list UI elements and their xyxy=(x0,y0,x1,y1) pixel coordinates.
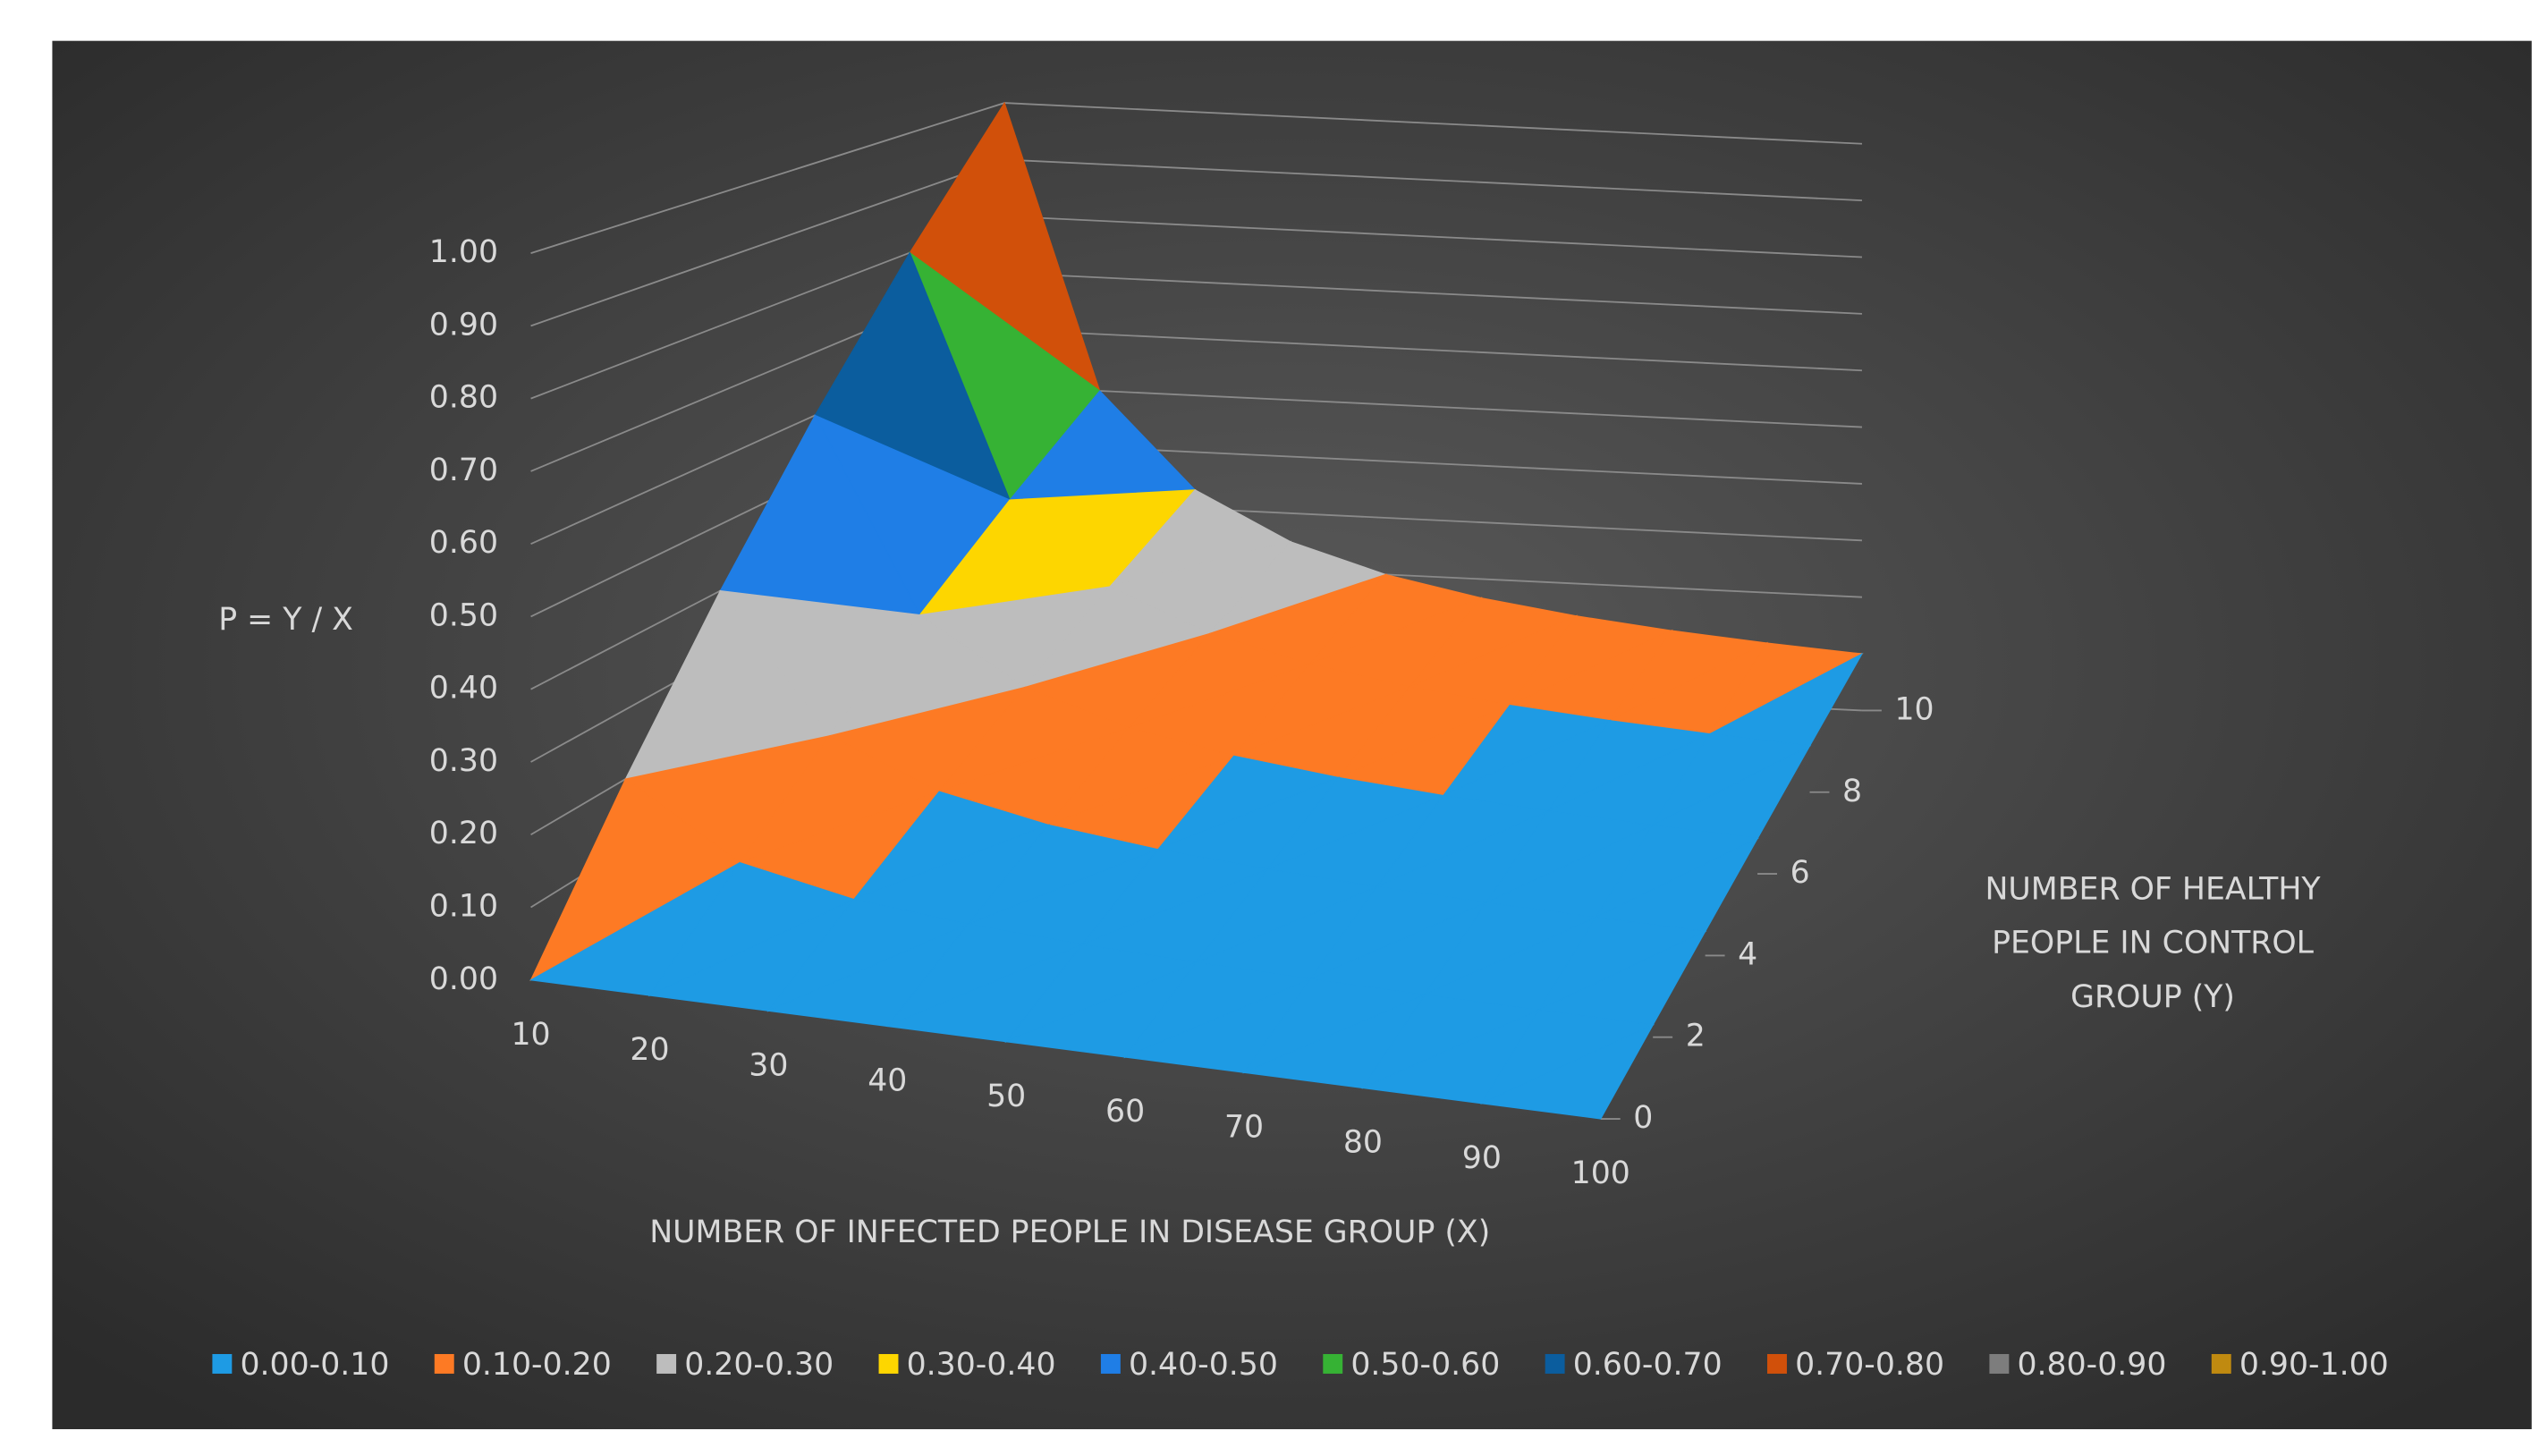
y-tick-label: 4 xyxy=(1738,936,1757,972)
legend-swatch xyxy=(1989,1354,2010,1374)
y-tick-label: 0 xyxy=(1633,1100,1653,1136)
legend-label: 0.00-0.10 xyxy=(240,1347,389,1383)
x-tick-label: 30 xyxy=(749,1047,788,1083)
z-tick-label: 0.10 xyxy=(429,889,498,925)
legend-swatch xyxy=(2211,1354,2231,1374)
y-axis-title: PEOPLE IN CONTROL xyxy=(1992,926,2315,961)
legend-swatch xyxy=(656,1354,677,1374)
z-tick-label: 0.50 xyxy=(429,597,498,633)
legend-swatch xyxy=(1323,1354,1343,1374)
legend-swatch xyxy=(212,1354,233,1374)
x-tick-label: 70 xyxy=(1224,1109,1264,1145)
x-tick-label: 100 xyxy=(1571,1155,1630,1191)
legend-label: 0.10-0.20 xyxy=(462,1347,612,1383)
y-axis-title: GROUP (Y) xyxy=(2070,979,2235,1015)
z-axis-title: P = Y / X xyxy=(218,602,353,638)
y-tick-label: 2 xyxy=(1686,1019,1706,1054)
z-tick-label: 0.40 xyxy=(429,671,498,707)
legend-swatch xyxy=(1545,1354,1565,1374)
z-tick-label: 0.60 xyxy=(429,525,498,561)
legend-swatch xyxy=(1100,1354,1121,1374)
x-tick-label: 10 xyxy=(511,1017,550,1053)
surface-facet xyxy=(1479,1023,1655,1120)
z-tick-label: 0.30 xyxy=(429,743,498,779)
x-tick-label: 90 xyxy=(1462,1140,1502,1176)
legend-label: 0.40-0.50 xyxy=(1129,1347,1278,1383)
z-tick-label: 0.80 xyxy=(429,380,498,416)
legend-swatch xyxy=(1767,1354,1787,1374)
legend-label: 0.50-0.60 xyxy=(1350,1347,1500,1383)
y-tick-label: 8 xyxy=(1842,774,1862,809)
legend-label: 0.70-0.80 xyxy=(1795,1347,1944,1383)
x-tick-label: 40 xyxy=(868,1063,907,1099)
z-tick-label: 1.00 xyxy=(429,234,498,270)
x-tick-label: 80 xyxy=(1343,1125,1383,1161)
legend-label: 0.80-0.90 xyxy=(2017,1347,2166,1383)
x-tick-label: 20 xyxy=(630,1032,669,1068)
legend-label: 0.20-0.30 xyxy=(684,1347,834,1383)
legend-swatch xyxy=(878,1354,899,1374)
x-tick-label: 50 xyxy=(986,1079,1026,1114)
legend-label: 0.60-0.70 xyxy=(1573,1347,1723,1383)
y-axis-title: NUMBER OF HEALTHY xyxy=(1985,871,2321,907)
z-tick-label: 0.20 xyxy=(429,816,498,851)
z-tick-label: 0.00 xyxy=(429,961,498,997)
legend-label: 0.90-1.00 xyxy=(2239,1347,2389,1383)
y-tick-label: 10 xyxy=(1894,691,1934,727)
y-tick-label: 6 xyxy=(1790,855,1810,891)
z-tick-label: 0.70 xyxy=(429,453,498,488)
x-axis-title: NUMBER OF INFECTED PEOPLE IN DISEASE GRO… xyxy=(649,1215,1490,1250)
z-tick-label: 0.90 xyxy=(429,307,498,343)
legend-label: 0.30-0.40 xyxy=(907,1347,1056,1383)
x-tick-label: 60 xyxy=(1105,1094,1145,1130)
legend-swatch xyxy=(434,1354,454,1374)
